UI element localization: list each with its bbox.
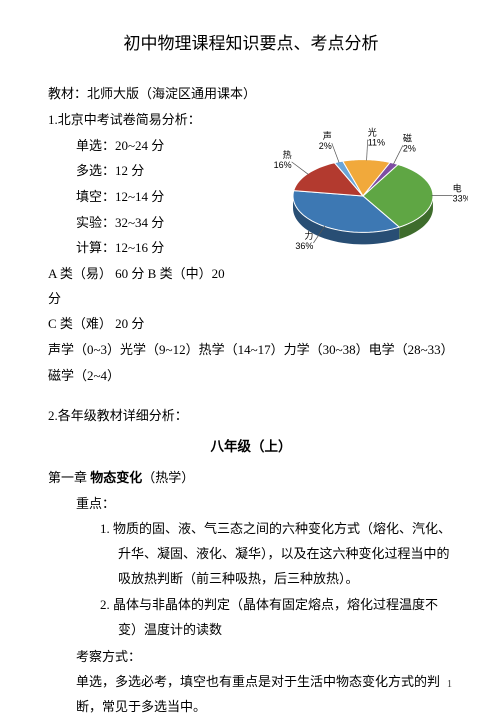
grade-title: 八年级（上） [48, 434, 454, 460]
exam-method-text: 单选，多选必考，填空也有重点是对于生活中物态变化方式的判断，常见于多选当中。 [48, 670, 454, 719]
exam-item-single: 单选：20~24 分 [48, 134, 238, 159]
svg-text:36%: 36% [295, 241, 313, 251]
class-line-2: C 类（难） 20 分 [48, 312, 238, 337]
chapter-prefix: 第一章 [48, 470, 90, 485]
svg-text:电: 电 [453, 182, 462, 193]
svg-text:11%: 11% [368, 138, 385, 148]
topic-line-1: 声学（0~3）光学（9~12）热学（14~17）力学（30~38）电学（28~3… [48, 338, 454, 363]
exam-item-exp: 实验：32~34 分 [48, 211, 238, 236]
svg-text:2%: 2% [403, 143, 416, 153]
exam-item-multi: 多选：12 分 [48, 159, 238, 184]
topic-line-2: 磁学（2~4） [48, 364, 454, 389]
exam-item-blank: 填空：12~14 分 [48, 185, 238, 210]
svg-text:力: 力 [304, 230, 313, 241]
textbook-line: 教材：北师大版（海淀区通用课本） [48, 82, 454, 107]
svg-text:16%: 16% [274, 160, 292, 170]
exam-item-calc: 计算：12~16 分 [48, 236, 238, 261]
page-number: 1 [447, 675, 452, 694]
class-line-1: A 类（易） 60 分 B 类（中）20 分 [48, 262, 238, 311]
keypoints-label: 重点： [48, 492, 454, 517]
svg-text:光: 光 [368, 127, 377, 138]
svg-text:2%: 2% [319, 141, 332, 151]
keypoint-2: 2. 晶体与非晶体的判定（晶体有固定熔点，熔化过程温度不变）温度计的读数 [48, 593, 454, 642]
svg-text:热: 热 [283, 149, 292, 160]
keypoint-1: 1. 物质的固、液、气三态之间的六种变化方式（熔化、汽化、升华、凝固、液化、凝华… [48, 517, 454, 591]
chapter-line: 第一章 物态变化（热学） [48, 466, 454, 491]
pie-chart: 电33%力36%热16%声2%光11%磁2% [248, 108, 468, 288]
svg-text:33%: 33% [453, 193, 468, 203]
chapter-suffix: （热学） [142, 470, 194, 485]
exam-analysis-heading: 1.北京中考试卷简易分析： [48, 108, 238, 133]
section2-heading: 2.各年级教材详细分析： [48, 404, 454, 429]
svg-text:声: 声 [323, 130, 332, 141]
page-title: 初中物理课程知识要点、考点分析 [48, 28, 454, 60]
chapter-bold: 物态变化 [90, 470, 142, 485]
svg-text:磁: 磁 [403, 132, 412, 143]
exam-method-label: 考察方式： [48, 645, 454, 670]
